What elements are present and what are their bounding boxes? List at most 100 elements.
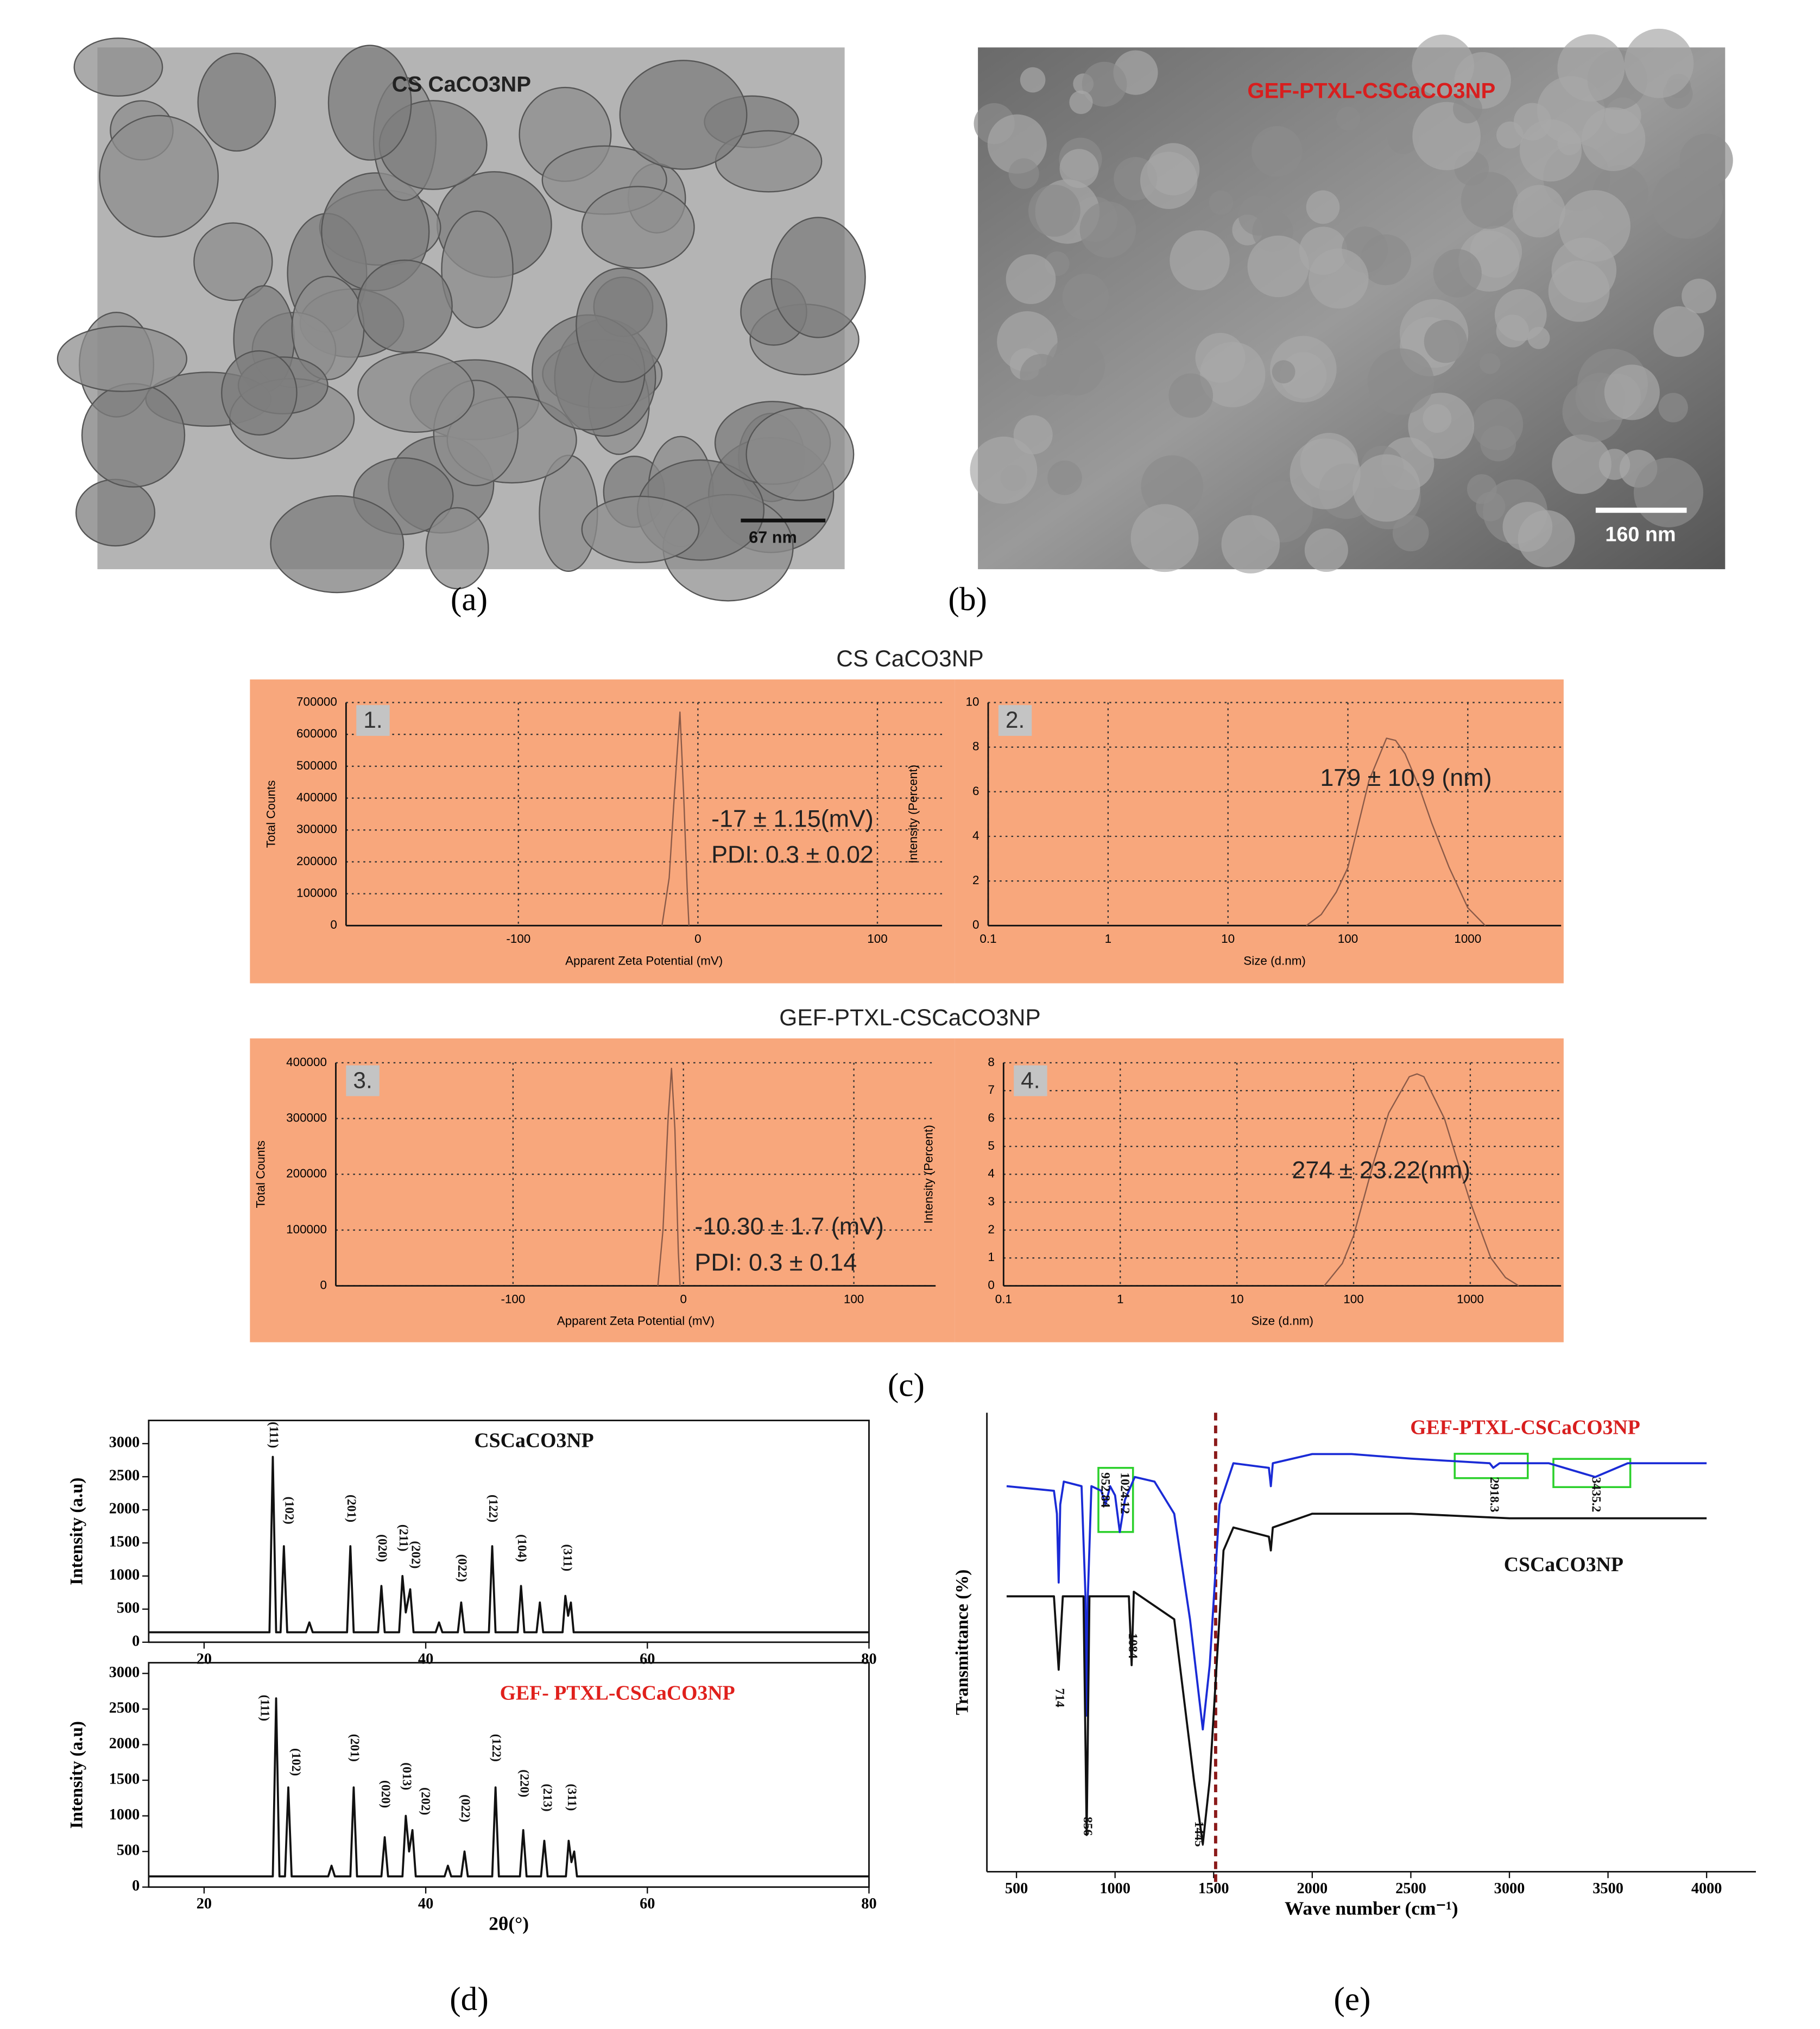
particle bbox=[1494, 289, 1547, 341]
particle bbox=[75, 478, 156, 547]
x-axis-label: 2θ(°) bbox=[489, 1913, 529, 1935]
annotation: (211) bbox=[396, 1524, 410, 1552]
series-line bbox=[657, 1067, 681, 1286]
particle bbox=[1140, 152, 1198, 209]
y-tick-label: 2 bbox=[972, 873, 979, 887]
tem-image bbox=[56, 37, 866, 602]
particle bbox=[1424, 320, 1467, 363]
y-tick-label: 4 bbox=[988, 1167, 994, 1180]
x-tick-label: 20 bbox=[197, 1650, 212, 1667]
annotation: (102) bbox=[289, 1748, 303, 1776]
particle bbox=[1020, 354, 1063, 397]
y-tick-label: 3000 bbox=[109, 1664, 140, 1681]
particle bbox=[1461, 172, 1518, 229]
annotation: (202) bbox=[419, 1787, 433, 1815]
y-tick-label: 2 bbox=[988, 1223, 994, 1236]
particle bbox=[1020, 67, 1046, 93]
annotation: (104) bbox=[515, 1534, 529, 1562]
panel-number: 1. bbox=[363, 708, 382, 733]
annotation: 3435.2 bbox=[1589, 1477, 1603, 1513]
y-tick-label: 200000 bbox=[286, 1167, 327, 1180]
annotation: 1445 bbox=[1192, 1821, 1206, 1847]
particle bbox=[1479, 353, 1501, 374]
x-axis-label: Apparent Zeta Potential (mV) bbox=[557, 1314, 715, 1328]
axes-box bbox=[148, 1420, 870, 1643]
particle bbox=[1013, 415, 1053, 455]
particle bbox=[1633, 457, 1704, 527]
sem-image bbox=[970, 28, 1733, 574]
annotation: (311) bbox=[565, 1784, 579, 1811]
panel-label: (d) bbox=[450, 1981, 489, 2018]
x-tick-label: 1 bbox=[1105, 932, 1111, 946]
particle bbox=[1353, 454, 1420, 522]
x-tick-label: 10 bbox=[1221, 932, 1235, 946]
particle bbox=[56, 325, 188, 392]
chart-title: CS CaCO3NP bbox=[836, 646, 983, 672]
panel-number-box bbox=[346, 1065, 380, 1097]
series-line bbox=[148, 1455, 869, 1634]
annotation: 2918.3 bbox=[1487, 1477, 1501, 1513]
annotation: (201) bbox=[344, 1495, 358, 1522]
charts: CS CaCO3NP-100 0 1000100000200000300000400… bbox=[67, 646, 1756, 1935]
x-axis-label: Size (d.nm) bbox=[1243, 954, 1306, 967]
y-tick-label: 0 bbox=[972, 918, 979, 931]
chart-background bbox=[955, 679, 1564, 984]
y-axis-label: Intensity (Percent) bbox=[906, 765, 920, 864]
chart-title: GEF-PTXL-CSCaCO3NP bbox=[779, 1005, 1040, 1031]
particle bbox=[1604, 364, 1660, 420]
panel-number-box bbox=[1014, 1065, 1047, 1097]
y-tick-label: 2500 bbox=[109, 1467, 140, 1484]
particle bbox=[1006, 254, 1056, 304]
annotation: 714 bbox=[1052, 1688, 1066, 1707]
x-tick-label: 100 bbox=[1338, 932, 1358, 946]
particle bbox=[1367, 348, 1434, 415]
panel-number-box bbox=[998, 705, 1032, 736]
particle bbox=[357, 351, 475, 433]
particle bbox=[1252, 126, 1303, 177]
panel-label: (e) bbox=[1334, 1981, 1370, 2018]
series-line bbox=[1306, 738, 1486, 927]
x-tick-label: 3000 bbox=[1494, 1880, 1525, 1897]
particle bbox=[1559, 190, 1631, 262]
annotation: (102) bbox=[282, 1497, 296, 1524]
y-tick-label: 300000 bbox=[286, 1111, 327, 1124]
particle bbox=[619, 60, 748, 170]
particle bbox=[1130, 504, 1199, 572]
particle bbox=[987, 114, 1047, 174]
y-tick-label: 7 bbox=[988, 1083, 994, 1097]
x-tick-label: 100 bbox=[1343, 1292, 1363, 1306]
particle bbox=[1452, 94, 1482, 124]
x-tick-label: 2000 bbox=[1297, 1880, 1328, 1897]
particle bbox=[1170, 230, 1230, 291]
annotation: (022) bbox=[458, 1794, 472, 1822]
particle bbox=[576, 267, 668, 383]
x-tick-label: -100 bbox=[506, 932, 530, 946]
particle bbox=[1548, 260, 1610, 322]
particle bbox=[197, 52, 276, 152]
axes-box bbox=[148, 1662, 870, 1888]
particle bbox=[357, 259, 453, 353]
particle bbox=[1682, 279, 1717, 313]
annotation: (020) bbox=[375, 1534, 389, 1562]
particle bbox=[327, 45, 412, 161]
particle bbox=[1028, 185, 1080, 237]
annotation: 1024.12 bbox=[1118, 1472, 1132, 1514]
chart-title: GEF- PTXL-CSCaCO3NP bbox=[500, 1681, 735, 1704]
x-tick-label: 60 bbox=[640, 1895, 655, 1912]
particle bbox=[441, 210, 514, 329]
particle bbox=[1557, 34, 1625, 102]
particle bbox=[1387, 123, 1419, 154]
y-tick-label: 1000 bbox=[109, 1566, 140, 1583]
annotation: (013) bbox=[400, 1762, 414, 1790]
y-tick-label: 500000 bbox=[296, 759, 337, 772]
x-tick-label: 3500 bbox=[1592, 1880, 1623, 1897]
y-tick-label: 10 bbox=[966, 695, 979, 708]
series-line bbox=[1323, 1073, 1519, 1287]
particle bbox=[1360, 234, 1412, 286]
y-tick-label: 300000 bbox=[296, 822, 337, 836]
panel-label: (a) bbox=[451, 581, 488, 618]
particle bbox=[1552, 434, 1612, 494]
particle bbox=[1008, 158, 1039, 189]
annotation: 179 ± 10.9 (nm) bbox=[1320, 764, 1492, 791]
